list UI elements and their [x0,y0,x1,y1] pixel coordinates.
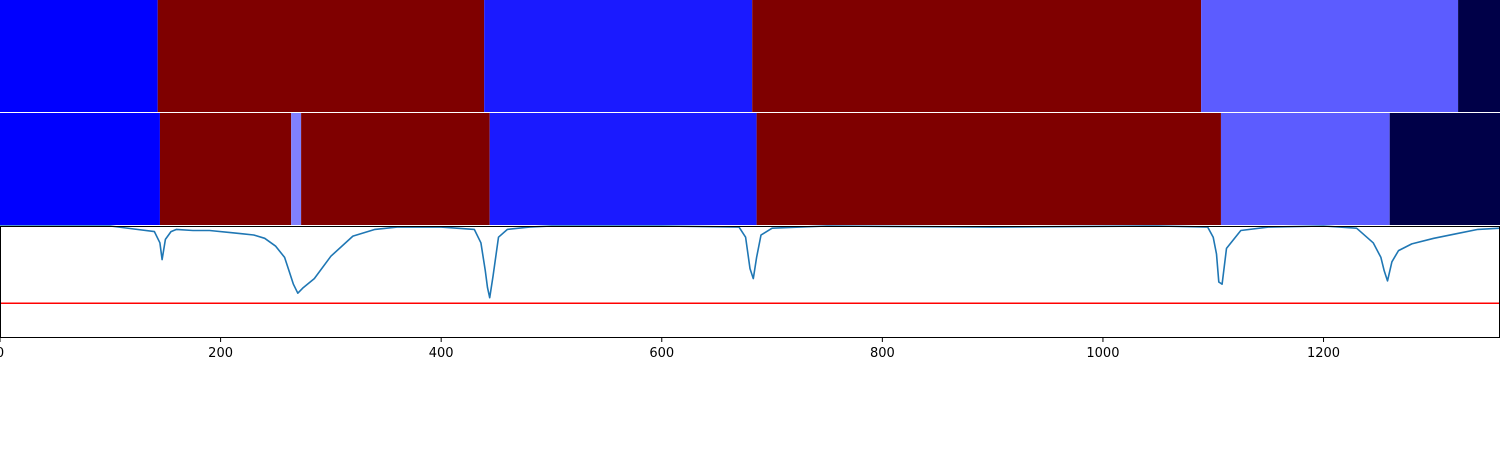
prediction-segment-1 [159,113,292,225]
prediction-segment-7 [1389,113,1500,225]
confidence-line-plot [0,225,1500,338]
ground-truth-segment-4 [1201,0,1459,112]
ground-truth-segment-2 [484,0,753,112]
confidence-plot-background [0,226,1500,338]
x-axis: 0 200 400 600 800 1000 1200 [0,338,1340,361]
x-tick-label-1200: 1200 [1307,346,1340,361]
x-tick-label-200: 200 [208,346,233,361]
confidence-series-line [0,225,1500,299]
prediction-segment-bar [0,113,1500,225]
ground-truth-segment-3 [752,0,1202,112]
x-tick-label-600: 600 [649,346,674,361]
prediction-segment-0 [0,113,160,225]
ground-truth-segment-bar [0,0,1500,112]
prediction-segment-3 [301,113,490,225]
x-tick-label-800: 800 [870,346,895,361]
prediction-segment-6 [1220,113,1390,225]
x-tick-label-400: 400 [429,346,454,361]
ground-truth-segment-0 [0,0,158,112]
x-tick-label-1000: 1000 [1086,346,1119,361]
ground-truth-segment-1 [157,0,485,112]
ground-truth-segment-5 [1458,0,1500,112]
x-tick-label-0: 0 [0,346,4,361]
prediction-segment-2 [291,113,302,225]
prediction-segment-5 [756,113,1221,225]
prediction-segment-4 [489,113,757,225]
